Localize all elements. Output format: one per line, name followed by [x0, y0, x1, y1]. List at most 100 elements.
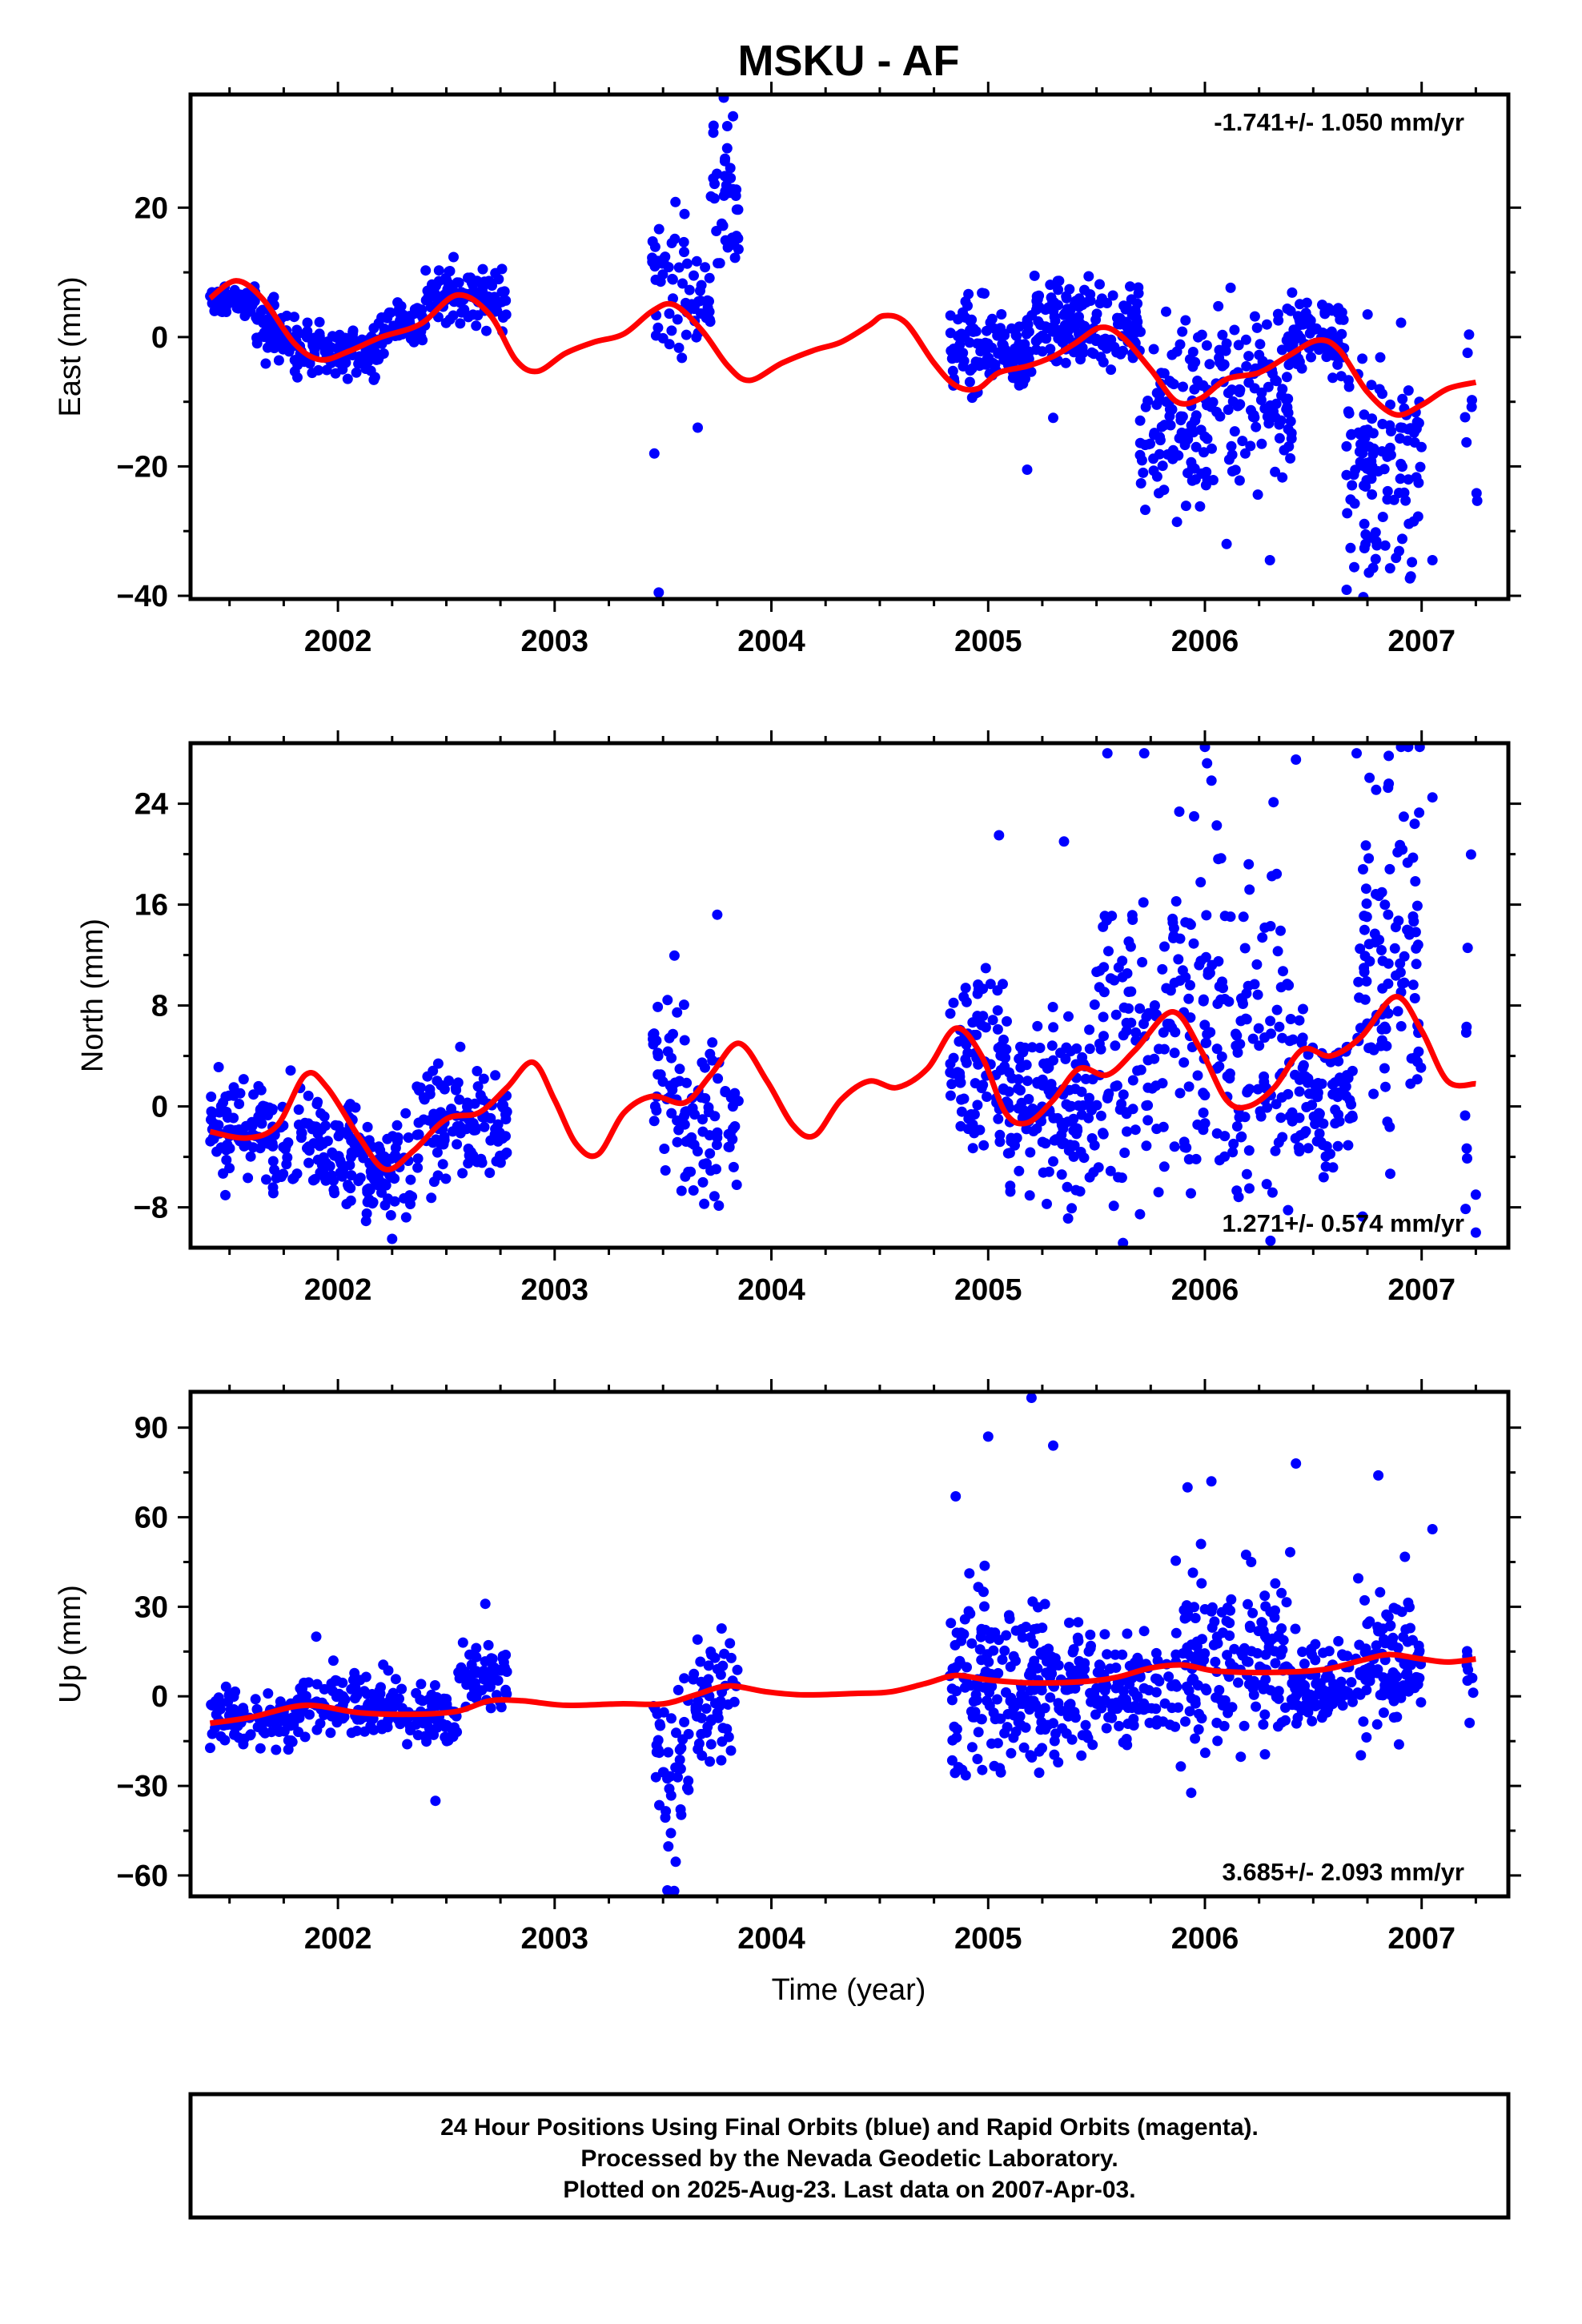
up-data-point — [950, 1491, 962, 1502]
north-data-point — [267, 1104, 278, 1115]
east-data-point — [1397, 393, 1408, 404]
north-data-point — [1188, 938, 1199, 949]
up-data-point — [457, 1671, 468, 1683]
north-data-point — [1047, 1002, 1058, 1012]
north-data-point — [1169, 1047, 1180, 1059]
up-data-point — [705, 1739, 717, 1750]
north-x-tick-label: 2003 — [521, 1273, 589, 1307]
up-data-point — [1387, 1667, 1399, 1678]
up-data-point — [966, 1638, 978, 1649]
north-data-point — [1025, 1147, 1036, 1158]
up-data-point — [654, 1799, 665, 1811]
north-data-point — [1168, 931, 1179, 942]
up-data-point — [959, 1614, 970, 1625]
north-data-point — [729, 1088, 741, 1099]
east-data-point — [1045, 344, 1056, 355]
east-data-point — [679, 208, 690, 219]
north-data-point — [976, 1083, 987, 1094]
north-data-point — [1070, 1184, 1082, 1196]
east-data-point — [691, 255, 702, 267]
up-data-point — [1257, 1618, 1268, 1629]
east-data-point — [977, 340, 988, 351]
north-data-point — [666, 1052, 677, 1063]
north-data-point — [220, 1091, 231, 1102]
north-data-point — [439, 1084, 450, 1095]
up-data-point — [446, 1723, 457, 1734]
north-data-point — [228, 1090, 239, 1101]
up-data-point — [946, 1755, 958, 1766]
east-data-point — [1285, 416, 1296, 427]
north-data-point — [492, 1119, 504, 1130]
east-data-point — [1256, 438, 1267, 449]
panel-east: 2002 2003 2004 2005 2006 2007 20 0 −20 −40 East (m… — [54, 82, 1521, 658]
east-data-point — [396, 300, 407, 312]
up-data-point — [949, 1721, 960, 1732]
east-data-point — [342, 373, 353, 384]
north-data-point — [412, 1153, 424, 1164]
up-data-point — [390, 1674, 401, 1685]
east-data-point — [670, 196, 681, 207]
north-data-point — [1411, 959, 1422, 970]
east-data-point — [251, 332, 262, 344]
north-data-point — [1062, 1181, 1073, 1192]
east-data-point — [731, 204, 742, 215]
north-data-point — [461, 1124, 472, 1135]
east-data-point — [1464, 329, 1475, 340]
up-data-point — [1002, 1722, 1013, 1733]
up-data-point — [326, 1678, 337, 1689]
up-data-point — [1048, 1718, 1058, 1729]
east-data-point — [659, 252, 670, 263]
up-data-point — [1006, 1747, 1017, 1759]
east-data-point — [1366, 380, 1377, 391]
up-data-point — [1073, 1617, 1084, 1628]
east-data-point — [1341, 469, 1352, 480]
up-data-point — [1099, 1629, 1110, 1640]
east-data-point — [1349, 498, 1360, 509]
footer-line-1: 24 Hour Positions Using Final Orbits (bl… — [440, 2114, 1259, 2141]
up-data-point — [658, 1707, 669, 1718]
north-data-point — [267, 1156, 279, 1167]
north-data-point — [1211, 1043, 1223, 1055]
up-data-point — [1253, 1626, 1264, 1637]
east-data-point — [997, 339, 1008, 350]
north-data-point — [316, 1124, 327, 1136]
north-data-point — [222, 1112, 233, 1123]
north-data-point — [463, 1158, 474, 1169]
north-data-point — [713, 1200, 725, 1211]
north-data-point — [1135, 1064, 1146, 1076]
north-data-point — [218, 1168, 229, 1179]
up-data-point — [1297, 1647, 1308, 1658]
north-data-point — [1427, 792, 1438, 803]
up-data-point — [1391, 1604, 1403, 1615]
north-data-point — [343, 1181, 354, 1192]
up-data-point — [396, 1683, 408, 1695]
north-data-point — [469, 1098, 480, 1109]
east-data-point — [1403, 385, 1414, 396]
north-data-point — [341, 1199, 352, 1209]
north-data-point — [720, 1086, 731, 1096]
north-data-point — [1067, 1140, 1078, 1152]
east-data-point — [1225, 282, 1236, 293]
north-data-point — [258, 1100, 268, 1112]
north-data-point — [206, 1092, 217, 1102]
east-data-point — [321, 364, 332, 376]
east-data-point — [1131, 312, 1142, 324]
up-data-point — [424, 1723, 435, 1734]
north-data-point — [946, 1079, 958, 1090]
up-data-point — [951, 1627, 962, 1638]
north-data-point — [1095, 1110, 1106, 1121]
north-data-point — [247, 1142, 259, 1153]
east-data-point — [1359, 432, 1371, 444]
up-points — [205, 1393, 1479, 1896]
north-data-point — [1089, 999, 1100, 1010]
north-data-point — [961, 1057, 972, 1068]
north-y-tick-label: −8 — [134, 1192, 168, 1225]
east-data-point — [1408, 427, 1419, 438]
north-data-point — [413, 1129, 424, 1140]
up-data-point — [211, 1709, 222, 1720]
east-data-point — [1413, 477, 1424, 489]
north-data-point — [375, 1144, 386, 1156]
up-data-point — [469, 1678, 480, 1689]
north-data-point — [1272, 946, 1283, 957]
east-data-point — [412, 328, 423, 339]
